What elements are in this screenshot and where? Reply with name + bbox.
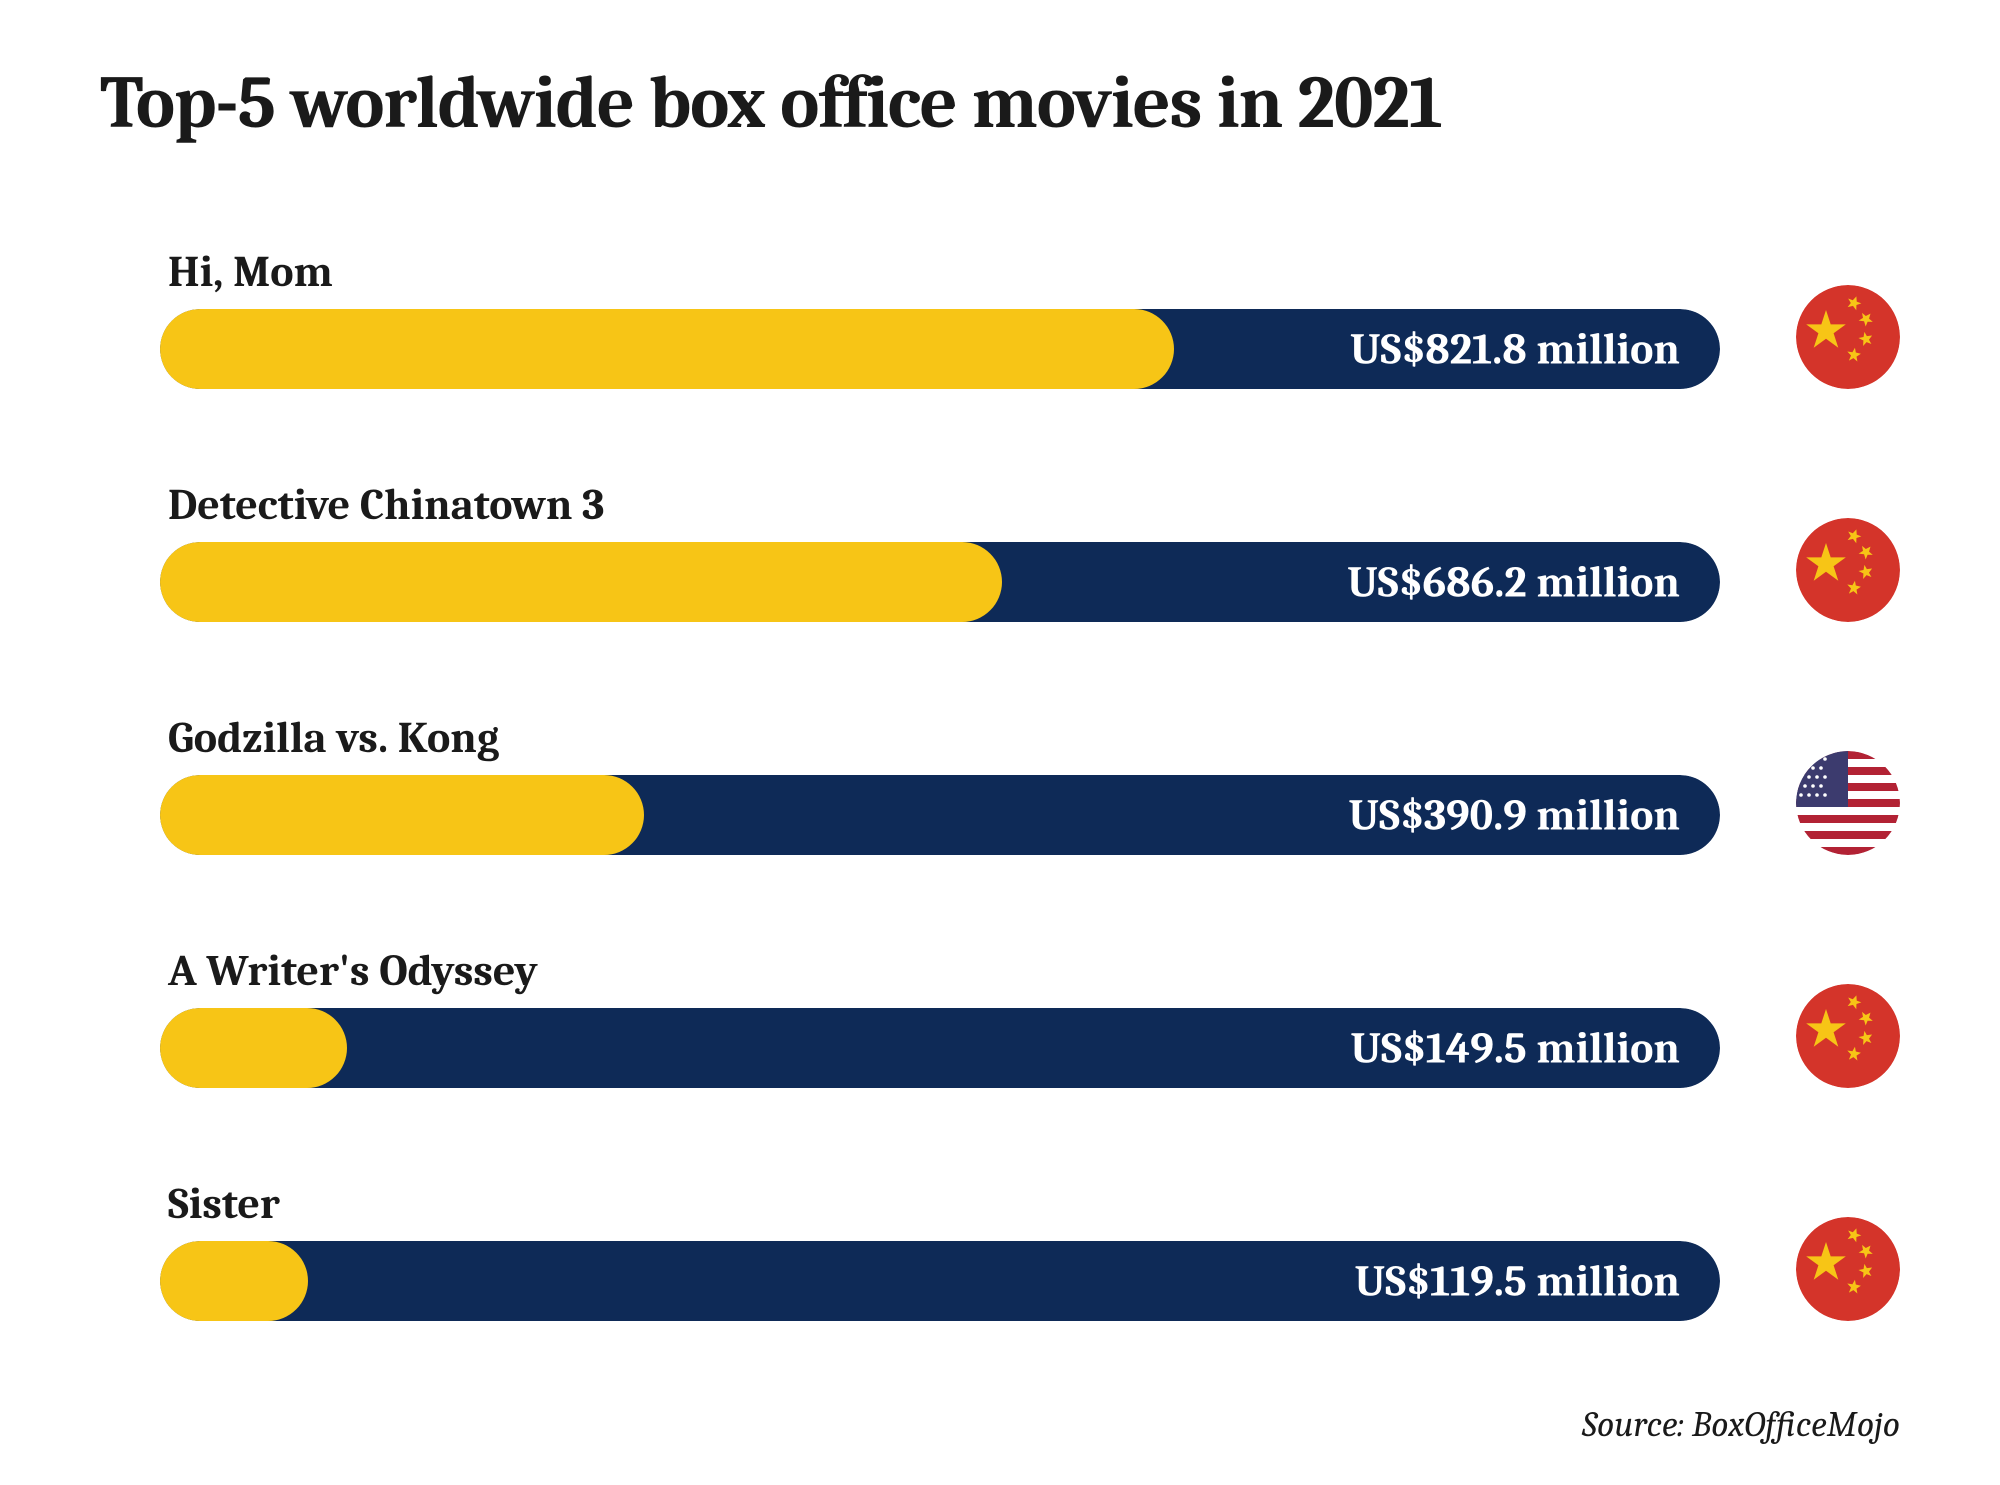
movie-label: Detective Chinatown 3	[160, 479, 1766, 530]
bar-value-label: US$390.9 million	[1349, 790, 1680, 841]
chart-source: Source: BoxOfficeMojo	[1582, 1404, 1900, 1445]
china-flag-icon	[1796, 1217, 1900, 1321]
bar-fill	[160, 1241, 308, 1321]
chart-title: Top-5 worldwide box office movies in 202…	[100, 60, 1900, 146]
bar-track: US$149.5 million	[160, 1008, 1720, 1088]
movie-label: A Writer's Odyssey	[160, 945, 1766, 996]
bar-value-label: US$119.5 million	[1355, 1256, 1680, 1307]
bar-wrap: Hi, Mom US$821.8 million	[160, 246, 1766, 389]
bar-fill	[160, 775, 644, 855]
movie-row: Hi, Mom US$821.8 million	[160, 246, 1900, 389]
movie-row: A Writer's Odyssey US$149.5 million	[160, 945, 1900, 1088]
usa-flag-icon	[1796, 751, 1900, 855]
bar-wrap: Detective Chinatown 3 US$686.2 million	[160, 479, 1766, 622]
bar-fill	[160, 309, 1174, 389]
movie-row: Sister US$119.5 million	[160, 1178, 1900, 1321]
bar-fill	[160, 542, 1002, 622]
movie-row: Detective Chinatown 3 US$686.2 million	[160, 479, 1900, 622]
bar-track: US$119.5 million	[160, 1241, 1720, 1321]
chart-container: Top-5 worldwide box office movies in 202…	[0, 0, 2000, 1451]
bar-wrap: Sister US$119.5 million	[160, 1178, 1766, 1321]
china-flag-icon	[1796, 984, 1900, 1088]
bar-wrap: A Writer's Odyssey US$149.5 million	[160, 945, 1766, 1088]
movie-label: Godzilla vs. Kong	[160, 712, 1766, 763]
movie-row: Godzilla vs. Kong US$390.9 million	[160, 712, 1900, 855]
bar-value-label: US$686.2 million	[1347, 557, 1680, 608]
bar-value-label: US$821.8 million	[1350, 324, 1680, 375]
movie-label: Sister	[160, 1178, 1766, 1229]
bar-wrap: Godzilla vs. Kong US$390.9 million	[160, 712, 1766, 855]
bar-value-label: US$149.5 million	[1350, 1023, 1680, 1074]
china-flag-icon	[1796, 285, 1900, 389]
chart-rows: Hi, Mom US$821.8 million Detective Chinat…	[100, 246, 1900, 1321]
bar-track: US$390.9 million	[160, 775, 1720, 855]
bar-track: US$686.2 million	[160, 542, 1720, 622]
china-flag-icon	[1796, 518, 1900, 622]
bar-track: US$821.8 million	[160, 309, 1720, 389]
movie-label: Hi, Mom	[160, 246, 1766, 297]
bar-fill	[160, 1008, 347, 1088]
